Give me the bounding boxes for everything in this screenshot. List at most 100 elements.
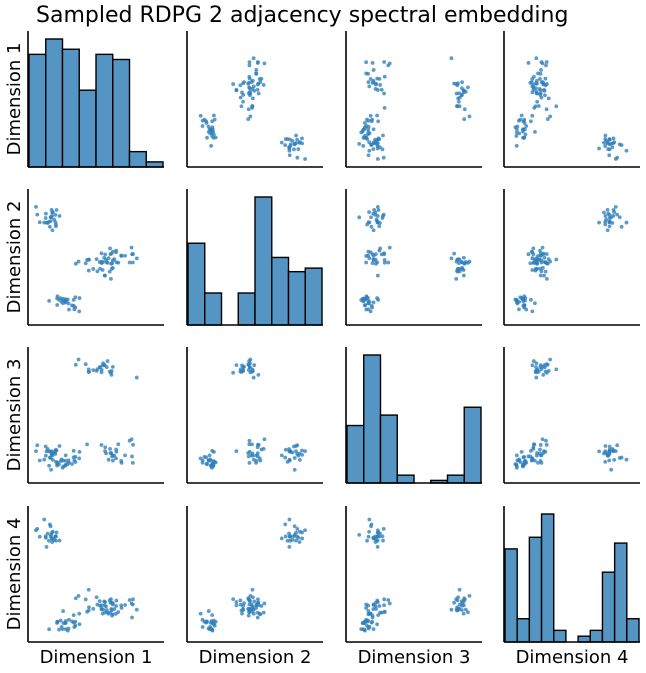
axis-labels: Dimension 1 Dimension 1 Dimension 2 Dimensi… (4, 43, 628, 668)
scatter-point (246, 81, 251, 85)
scatter-point (366, 80, 371, 85)
scatter-point (370, 261, 375, 266)
scatter-point (57, 627, 61, 632)
scatter-point (91, 267, 96, 271)
scatter-point (624, 220, 629, 225)
scatter-point (73, 295, 78, 300)
scatter-point (43, 444, 48, 449)
scatter-point (624, 148, 629, 153)
scatter-point (262, 61, 267, 66)
scatter-point (86, 268, 91, 273)
scatter-point (99, 368, 104, 372)
scatter-point (519, 113, 524, 118)
scatter-point (240, 363, 244, 368)
scatter-point (71, 620, 76, 625)
scatter-point (514, 134, 519, 138)
scatter-point (369, 303, 374, 308)
scatter-point (97, 599, 102, 603)
scatter-point (241, 99, 245, 104)
scatter-point (603, 133, 608, 138)
scatter-point (200, 625, 205, 629)
scatter-point (63, 453, 68, 458)
scatter-point (231, 82, 236, 86)
scatter-point (250, 604, 255, 609)
scatter-point (381, 538, 385, 543)
scatter-point (531, 246, 536, 251)
scatter-point (303, 449, 307, 454)
scatter-point (99, 251, 104, 256)
scatter-point (463, 89, 468, 94)
histogram-bar (463, 406, 482, 484)
scatter-point (543, 76, 548, 81)
scatter-point (379, 252, 384, 257)
scatter-point (375, 157, 380, 161)
scatter-point (247, 359, 252, 363)
scatter-point (37, 220, 42, 225)
scatter-point (43, 453, 48, 458)
scatter-point (530, 113, 535, 118)
scatter-point (522, 294, 527, 299)
scatter-point (130, 260, 135, 265)
x-axis-label-4: Dimension 4 (516, 647, 629, 668)
scatter-point (254, 68, 259, 72)
scatter-point (295, 155, 300, 160)
scatter-point (364, 606, 369, 610)
scatter-point (108, 446, 112, 451)
scatter-point (248, 114, 253, 119)
scatter-point (110, 458, 115, 463)
scatter-point (59, 457, 64, 462)
scatter-point (246, 451, 251, 455)
scatter-point (521, 455, 526, 460)
scatter-point (386, 260, 391, 265)
scatter-point (530, 363, 535, 368)
scatter-point (250, 587, 255, 592)
scatter-point (49, 207, 54, 212)
scatter-point (613, 205, 618, 209)
scatter-point (387, 61, 392, 66)
scatter-point (369, 119, 374, 124)
scatter-point (362, 298, 367, 302)
scatter-point (607, 212, 612, 217)
scatter-point (371, 78, 376, 83)
scatter-point (71, 448, 76, 453)
scatter-point (134, 375, 139, 380)
scatter-point (259, 76, 264, 81)
scatter-point (605, 228, 610, 233)
scatter-point (246, 454, 251, 459)
scatter-point (619, 143, 624, 148)
scatter-point (375, 600, 380, 604)
scatter-point (251, 375, 256, 380)
scatter-point (371, 300, 376, 305)
scatter-point (521, 299, 526, 304)
scatter-point (77, 622, 82, 627)
scatter-point (544, 260, 548, 265)
scatter-point (238, 602, 243, 607)
scatter-point (364, 60, 369, 65)
panel-grid (27, 31, 640, 643)
scatter-point (624, 457, 629, 462)
scatter-point (381, 526, 386, 531)
scatter-point (452, 600, 456, 605)
scatter-point (292, 534, 296, 539)
scatter-point (454, 597, 459, 602)
scatter-point (538, 443, 543, 447)
scatter-point (292, 524, 297, 529)
scatter-point (597, 449, 601, 454)
scatter-point (66, 458, 71, 463)
scatter-point (522, 460, 527, 465)
panel-r4-c1 (27, 506, 164, 643)
scatter-point (212, 117, 217, 122)
scatter-point (255, 445, 260, 450)
scatter-point (77, 611, 82, 616)
scatter-point (376, 220, 380, 224)
scatter-point (47, 455, 52, 460)
scatter-point (77, 449, 82, 454)
scatter-point (457, 257, 462, 262)
scatter-point (382, 260, 387, 265)
scatter-point (103, 610, 108, 615)
scatter-point (362, 627, 367, 632)
scatter-point (109, 597, 113, 602)
scatter-point (543, 93, 547, 98)
scatter-point (247, 63, 252, 68)
scatter-point (254, 453, 259, 458)
